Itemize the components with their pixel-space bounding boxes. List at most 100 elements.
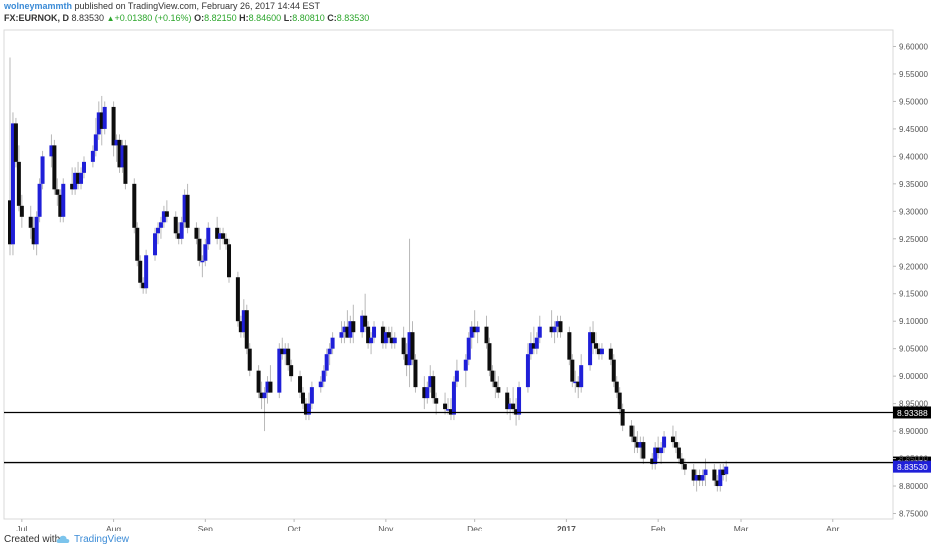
candle[interactable] <box>215 216 220 245</box>
candle[interactable] <box>49 134 54 168</box>
candle[interactable] <box>348 315 353 344</box>
candle[interactable] <box>596 343 601 360</box>
candle[interactable] <box>155 222 160 245</box>
candle[interactable] <box>611 354 616 388</box>
candle[interactable] <box>653 442 658 470</box>
candle[interactable] <box>614 376 619 399</box>
candle[interactable] <box>256 365 261 399</box>
candle[interactable] <box>360 310 365 338</box>
candle[interactable] <box>244 304 249 355</box>
candle[interactable] <box>567 326 572 366</box>
candle[interactable] <box>676 442 681 465</box>
candle[interactable] <box>632 425 637 454</box>
candle[interactable] <box>81 156 86 179</box>
candle[interactable] <box>318 376 323 393</box>
candle[interactable] <box>508 398 513 421</box>
candle[interactable] <box>700 469 705 487</box>
candle[interactable] <box>19 194 24 228</box>
candle[interactable] <box>197 227 202 267</box>
candle[interactable] <box>117 134 122 173</box>
candle[interactable] <box>114 134 119 162</box>
candle[interactable] <box>161 205 166 228</box>
candle[interactable] <box>401 326 406 360</box>
candle[interactable] <box>659 442 664 465</box>
time-axis[interactable]: Jul Aug Sep Oct Nov Dec 2017 Feb Mar Apr <box>16 519 840 531</box>
candle[interactable] <box>58 189 63 223</box>
candle[interactable] <box>511 387 516 415</box>
candle[interactable] <box>141 277 146 294</box>
candle[interactable] <box>721 464 726 481</box>
candle[interactable] <box>549 310 554 338</box>
candle[interactable] <box>712 464 717 487</box>
candle[interactable] <box>629 420 634 443</box>
candle[interactable] <box>286 343 291 371</box>
candle[interactable] <box>13 117 18 168</box>
candle[interactable] <box>206 222 211 250</box>
candle[interactable] <box>591 321 596 355</box>
candle[interactable] <box>579 354 584 393</box>
candle[interactable] <box>469 321 474 349</box>
candle[interactable] <box>425 381 430 404</box>
candle[interactable] <box>407 238 412 388</box>
candle[interactable] <box>31 216 36 250</box>
candle[interactable] <box>404 343 409 377</box>
candle[interactable] <box>599 343 604 360</box>
candle[interactable] <box>238 315 243 338</box>
candle[interactable] <box>366 321 371 349</box>
candle[interactable] <box>283 343 288 366</box>
candle[interactable] <box>298 370 303 399</box>
candle[interactable] <box>487 337 492 377</box>
candle[interactable] <box>484 315 489 349</box>
candle[interactable] <box>392 332 397 349</box>
candle[interactable] <box>135 222 140 267</box>
candle[interactable] <box>525 343 530 393</box>
candle[interactable] <box>306 392 311 421</box>
candle[interactable] <box>673 431 678 454</box>
candle[interactable] <box>534 332 539 355</box>
candle[interactable] <box>339 321 344 344</box>
candle[interactable] <box>203 238 208 267</box>
candle[interactable] <box>620 403 625 432</box>
candle[interactable] <box>99 95 104 146</box>
candle[interactable] <box>493 370 498 399</box>
candle[interactable] <box>164 200 169 223</box>
candle[interactable] <box>61 178 66 223</box>
candle[interactable] <box>8 57 12 256</box>
candle[interactable] <box>475 321 480 344</box>
candle[interactable] <box>37 178 42 223</box>
candle[interactable] <box>79 167 84 190</box>
candle[interactable] <box>528 332 533 360</box>
candle[interactable] <box>224 233 229 250</box>
candle[interactable] <box>463 354 468 388</box>
candle[interactable] <box>496 376 501 399</box>
candle[interactable] <box>321 365 326 388</box>
candle[interactable] <box>555 315 560 338</box>
candle[interactable] <box>558 315 563 338</box>
candle[interactable] <box>662 431 667 454</box>
candle[interactable] <box>372 321 377 344</box>
candle[interactable] <box>277 343 282 399</box>
candle[interactable] <box>369 332 374 355</box>
candle[interactable] <box>324 348 329 377</box>
candle[interactable] <box>330 332 335 355</box>
candle[interactable] <box>434 392 439 415</box>
candle[interactable] <box>76 161 81 190</box>
candle[interactable] <box>120 139 125 173</box>
candle[interactable] <box>241 299 246 338</box>
author-link[interactable]: wolneymammth <box>4 1 73 11</box>
candle[interactable] <box>608 343 613 366</box>
candle[interactable] <box>691 464 696 487</box>
candle[interactable] <box>247 343 252 377</box>
candle[interactable] <box>650 453 655 470</box>
candle[interactable] <box>52 139 57 195</box>
candle[interactable] <box>679 453 684 470</box>
candle[interactable] <box>40 150 45 190</box>
candle[interactable] <box>410 321 415 366</box>
candle[interactable] <box>132 178 137 234</box>
candle[interactable] <box>185 183 190 234</box>
candle[interactable] <box>102 101 107 135</box>
candle[interactable] <box>588 326 593 371</box>
candle[interactable] <box>259 381 264 410</box>
candle[interactable] <box>265 376 270 404</box>
